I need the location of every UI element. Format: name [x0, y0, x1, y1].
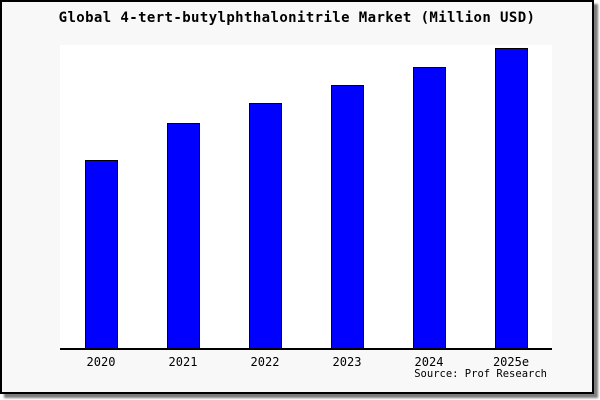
bar-2022 [249, 103, 282, 348]
x-tick-label-2022: 2022 [250, 355, 280, 369]
x-tick-label-2020: 2020 [86, 355, 116, 369]
x-tick-label-2021: 2021 [168, 355, 198, 369]
x-tick-label-2024: 2024 [414, 355, 444, 369]
plot-area [60, 45, 552, 350]
bar-2024 [413, 67, 446, 348]
bar-2020 [85, 160, 118, 348]
x-axis-labels: 2020 2021 2022 2023 2024 2025e [60, 355, 552, 371]
x-tick-label-2023: 2023 [332, 355, 362, 369]
bar-2021 [167, 123, 200, 348]
bar-2023 [331, 85, 364, 348]
chart-frame: Global 4-tert-butylphthalonitrile Market… [0, 0, 594, 394]
x-tick-label-2025e: 2025e [492, 355, 530, 369]
chart-title: Global 4-tert-butylphthalonitrile Market… [58, 10, 536, 26]
source-note: Source: Prof Research [414, 368, 547, 380]
bar-2025e [495, 48, 528, 348]
